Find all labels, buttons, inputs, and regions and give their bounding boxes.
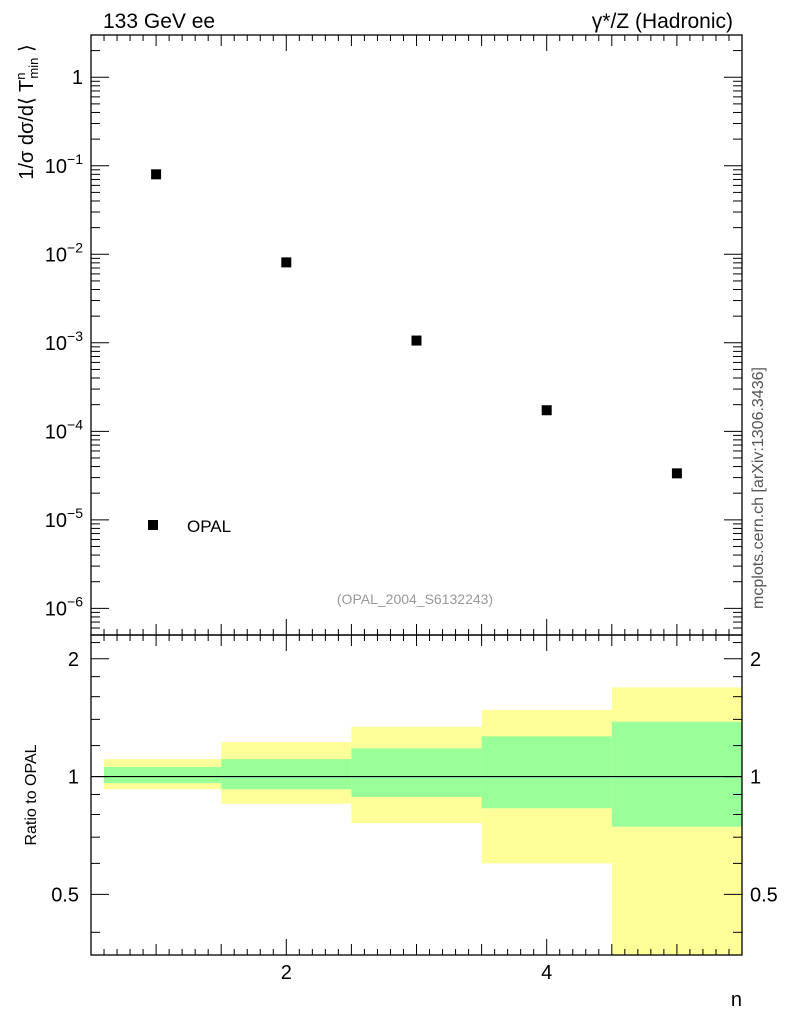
main-frame: [90, 34, 743, 636]
y-tick-label: 10−4: [45, 416, 83, 443]
ratio-y-tick-label: 2: [68, 649, 79, 671]
data-point: [151, 169, 162, 180]
legend-marker: [148, 520, 158, 530]
ratio-inner-band-2: [221, 759, 352, 790]
data-point: [411, 335, 422, 346]
y-tick-label: 10−3: [45, 328, 83, 355]
ratio-inner-band-3: [351, 748, 482, 797]
ratio-y-tick-label: 0.5: [51, 884, 79, 906]
x-tick-label: 2: [281, 962, 292, 984]
analysis-id-label: (OPAL_2004_S6132243): [337, 591, 493, 607]
legend-label: OPAL: [187, 517, 231, 536]
x-tick-label: 4: [541, 962, 552, 984]
y-tick-label: 1: [72, 67, 83, 89]
process-title: γ*/Z (Hadronic): [592, 10, 733, 33]
ratio-inner-band-1: [104, 766, 222, 784]
source-watermark: mcplots.cern.ch [arXiv:1306.3436]: [750, 367, 767, 609]
data-point: [541, 405, 552, 416]
ratio-y-axis-label: Ratio to OPAL: [23, 744, 40, 845]
ratio-inner-band-4: [481, 736, 612, 809]
ratio-inner-band-5: [611, 721, 742, 827]
ratio-y-tick-label: 1: [68, 767, 79, 789]
y-axis-label: 1/σ dσ/d⟨ Tnmin ⟩: [13, 44, 41, 180]
data-point: [281, 257, 292, 268]
y-tick-label: 10−1: [45, 151, 83, 178]
energy-title: 133 GeV ee: [103, 10, 215, 33]
y-tick-label: 10−6: [45, 593, 83, 620]
y-tick-label: 10−5: [45, 505, 83, 532]
ratio-y-tick-label-right: 2: [750, 649, 761, 671]
data-point: [671, 468, 682, 479]
ratio-panel: 2 4 n 0.5 0.5 1 1 2 2 Ratio to OPAL: [23, 634, 778, 1011]
ratio-y-tick-label-right: 1: [750, 767, 761, 789]
ratio-y-tick-label-right: 0.5: [750, 884, 778, 906]
y-tick-label: 10−2: [45, 239, 83, 266]
main-panel: 10−6 10−5 10−4 10−3 10−2 10−1 1 OPAL 1/σ dσ/d⟨ T…: [13, 34, 743, 636]
x-axis-label: n: [731, 989, 742, 1011]
